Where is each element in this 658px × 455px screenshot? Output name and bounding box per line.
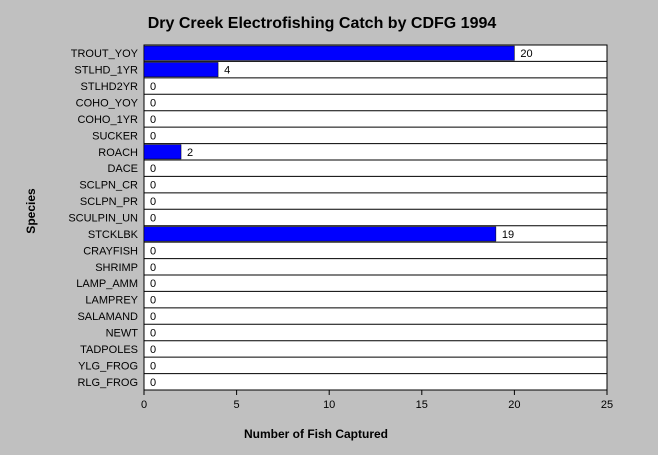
category-label: LAMP_AMM <box>76 278 138 290</box>
data-label: 0 <box>150 377 156 389</box>
x-tick-label: 5 <box>234 399 240 411</box>
data-label: 2 <box>187 147 193 159</box>
x-axis-label: Number of Fish Captured <box>244 427 388 441</box>
data-label: 0 <box>150 295 156 307</box>
x-tick-label: 0 <box>141 399 147 411</box>
x-tick-label: 15 <box>416 399 428 411</box>
category-label: CRAYFISH <box>83 245 138 257</box>
x-tick-label: 20 <box>508 399 520 411</box>
category-label: SUCKER <box>92 130 138 142</box>
category-label: COHO_1YR <box>77 114 138 126</box>
data-label: 0 <box>150 262 156 274</box>
data-label: 0 <box>150 328 156 340</box>
bar <box>143 226 497 242</box>
data-label: 0 <box>150 180 156 192</box>
y-axis-label: Species <box>24 188 38 234</box>
data-label: 0 <box>150 311 156 323</box>
category-label: STLHD_1YR <box>74 65 138 77</box>
bar <box>143 45 515 61</box>
category-label: STLHD2YR <box>81 81 139 93</box>
data-label: 0 <box>150 344 156 356</box>
category-label: TADPOLES <box>80 344 138 356</box>
category-label: DACE <box>107 163 138 175</box>
category-label: LAMPREY <box>85 295 138 307</box>
data-label: 0 <box>150 98 156 110</box>
category-label: SALAMAND <box>77 311 138 323</box>
data-label: 0 <box>150 163 156 175</box>
data-label: 0 <box>150 114 156 126</box>
category-label: RLG_FROG <box>77 377 138 389</box>
data-label: 0 <box>150 130 156 142</box>
data-label: 0 <box>150 196 156 208</box>
data-label: 20 <box>520 48 532 60</box>
bars <box>143 45 515 242</box>
category-label: SCLPN_PR <box>80 196 138 208</box>
category-label: YLG_FROG <box>78 360 138 372</box>
bar <box>143 62 219 78</box>
data-label: 0 <box>150 245 156 257</box>
category-label: COHO_YOY <box>76 98 139 110</box>
data-label: 19 <box>502 229 514 241</box>
data-label: 0 <box>150 360 156 372</box>
row-lines <box>144 60 607 375</box>
category-labels: TROUT_YOY STLHD_1YR STLHD2YR COHO_YOY COHO_1… <box>68 48 138 389</box>
category-label: STCKLBK <box>88 229 139 241</box>
x-tick-label: 25 <box>601 399 613 411</box>
x-axis: 0 5 10 15 20 25 <box>141 390 613 411</box>
category-label: NEWT <box>106 328 139 340</box>
chart-title: Dry Creek Electrofishing Catch by CDFG 1… <box>148 15 497 32</box>
category-label: TROUT_YOY <box>71 48 139 60</box>
data-label: 0 <box>150 278 156 290</box>
plot-area <box>143 44 608 391</box>
category-label: SHRIMP <box>95 262 138 274</box>
data-label: 4 <box>224 65 230 77</box>
data-label: 0 <box>150 81 156 93</box>
category-label: SCLPN_CR <box>79 180 138 192</box>
category-label: SCULPIN_UN <box>68 213 138 225</box>
bar <box>143 144 182 160</box>
data-label: 0 <box>150 213 156 225</box>
x-tick-label: 10 <box>323 399 335 411</box>
category-label: ROACH <box>98 147 138 159</box>
